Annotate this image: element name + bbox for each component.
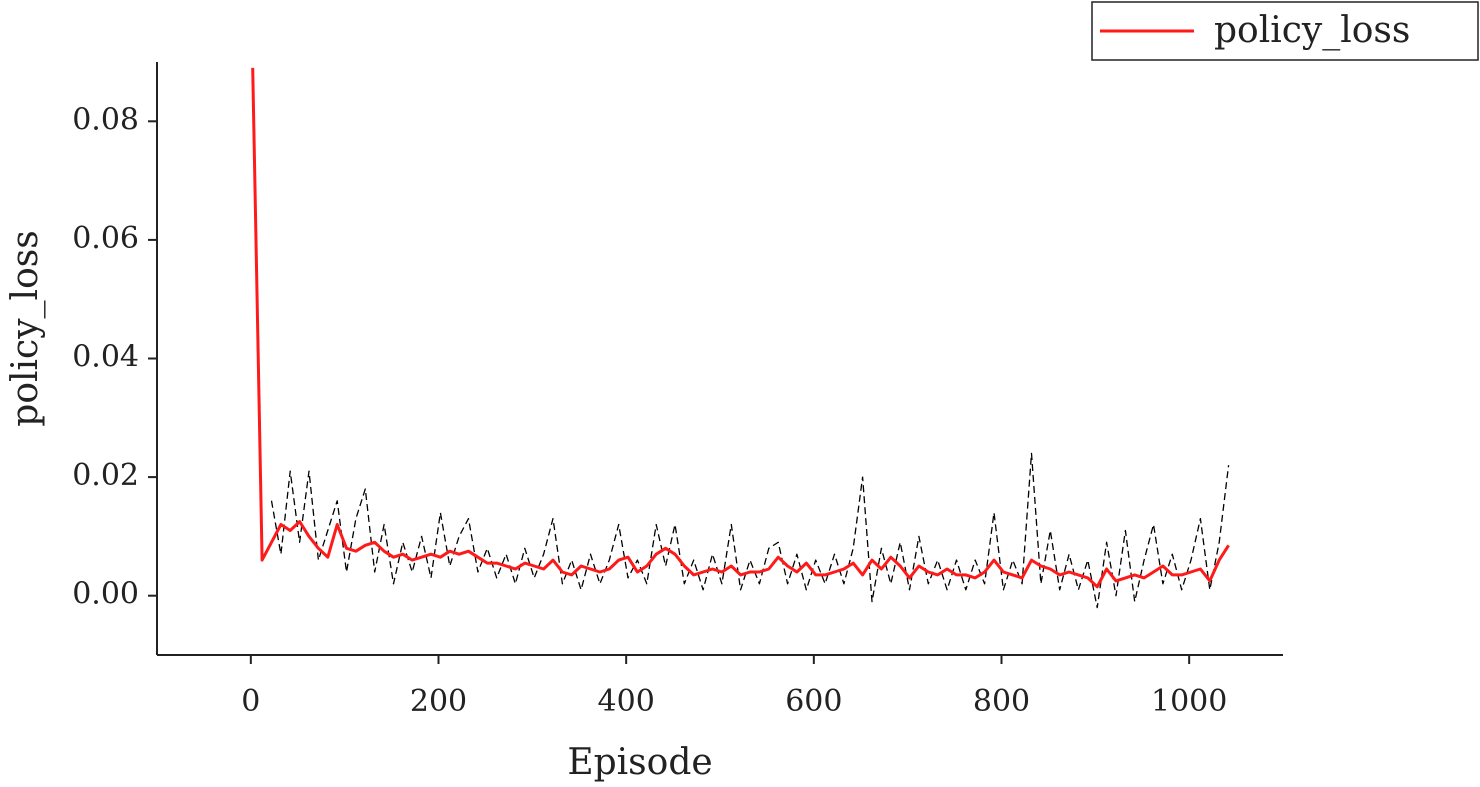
raw-line [270,452,1230,609]
y-tick-label: 0.04 [72,340,139,375]
x-tick-label: 0 [241,684,260,719]
y-tick-label: 0.02 [72,458,139,493]
x-tick-label: 200 [410,684,467,719]
legend-label: policy_loss [1214,10,1410,51]
y-axis-title: policy_loss [5,230,46,426]
y-tick-label: 0.06 [72,221,139,256]
smoothed-line [251,67,1230,589]
x-tick-label: 600 [785,684,842,719]
x-axis-title: Episode [567,742,712,783]
x-tick-label: 1000 [1151,684,1227,719]
y-tick-label: 0.08 [72,102,139,137]
y-tick-label: 0.00 [72,577,139,612]
x-tick-label: 400 [598,684,655,719]
x-tick-label: 800 [973,684,1030,719]
